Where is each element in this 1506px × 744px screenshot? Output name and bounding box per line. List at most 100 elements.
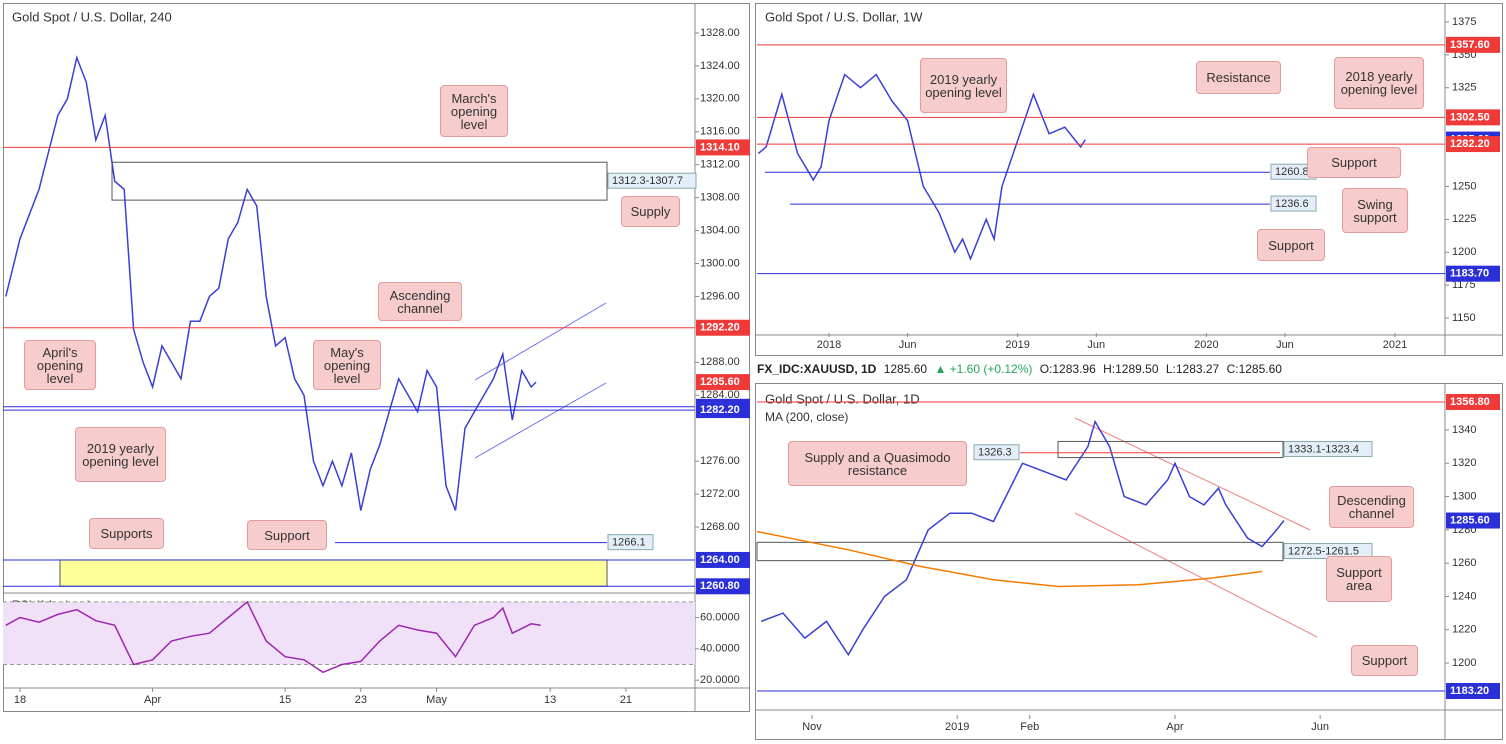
zone-label: 1272.5-1261.5 xyxy=(1288,545,1359,557)
price-line xyxy=(760,419,1285,657)
x-tick-label: Jun xyxy=(899,339,917,351)
y-tick-label: 20.0000 xyxy=(700,674,740,686)
price-tag-label: 1356.80 xyxy=(1450,396,1490,408)
price-tag-label: 1260.80 xyxy=(700,580,740,592)
price-tag xyxy=(696,374,750,391)
level-label: 1266.1 xyxy=(612,537,646,549)
price-tag-label: 1282.20 xyxy=(700,404,740,416)
price-tag-label: 1302.50 xyxy=(1450,111,1490,123)
y-tick-label: 1220 xyxy=(1452,624,1476,636)
callout: March's opening level xyxy=(440,85,508,137)
panel-border xyxy=(3,3,750,712)
x-tick-label: Feb xyxy=(1020,721,1039,733)
price-tag-label: 1357.60 xyxy=(1450,39,1490,51)
y-tick-label: 1325 xyxy=(1452,82,1476,94)
x-tick-label: 21 xyxy=(620,694,632,706)
x-tick-label: 15 xyxy=(279,694,291,706)
y-tick-label: 40.0000 xyxy=(700,643,740,655)
price-tag xyxy=(1446,393,1500,410)
x-tick-label: Apr xyxy=(1166,721,1183,733)
price-tag xyxy=(1446,109,1500,126)
x-tick-label: Apr xyxy=(144,694,161,706)
zone xyxy=(1057,440,1284,459)
price-tag xyxy=(1446,512,1500,529)
x-tick-label: Jun xyxy=(1087,339,1105,351)
callout: May's opening level xyxy=(313,340,381,390)
x-tick-label: Nov xyxy=(802,721,822,733)
channel-line xyxy=(1074,512,1318,638)
callout: 2018 yearly opening level xyxy=(1334,57,1424,109)
zone-label: 1333.1-1323.4 xyxy=(1288,443,1359,455)
callout: Support xyxy=(1257,229,1325,261)
high: H:1289.50 xyxy=(1103,362,1159,376)
chart-title: Gold Spot / U.S. Dollar, 240 xyxy=(12,9,172,24)
price-tag-label: 1292.20 xyxy=(700,322,740,334)
callout: Descending channel xyxy=(1329,486,1414,528)
callout: Resistance xyxy=(1196,61,1281,94)
callout: Support xyxy=(1307,147,1401,178)
callout: Support xyxy=(1351,645,1418,676)
level-label: 1236.6 xyxy=(1275,198,1309,210)
zone-label: 1312.3-1307.7 xyxy=(612,175,683,187)
zone-label-box xyxy=(1283,441,1373,458)
y-tick-label: 1308.00 xyxy=(700,192,740,204)
y-tick-label: 1300.00 xyxy=(700,257,740,269)
price-tag-label: 1285.60 xyxy=(1450,514,1490,526)
price-line xyxy=(5,600,541,674)
channel-line xyxy=(474,302,607,381)
y-tick-label: 1304.00 xyxy=(700,224,740,236)
channel-line xyxy=(474,382,607,459)
y-tick-label: 1272.00 xyxy=(700,488,740,500)
callout: Supply and a Quasimodo resistance xyxy=(788,441,967,486)
x-tick-label: 2020 xyxy=(1194,339,1218,351)
y-tick-label: 1268.00 xyxy=(700,521,740,533)
zone xyxy=(111,161,608,201)
price-tag-label: 1314.10 xyxy=(700,141,740,153)
x-tick-label: 13 xyxy=(544,694,556,706)
y-tick-label: 1328.00 xyxy=(700,27,740,39)
level-label-box xyxy=(607,534,654,551)
symbol: FX_IDC:XAUUSD, 1D xyxy=(757,362,877,376)
x-tick-label: 23 xyxy=(355,694,367,706)
x-tick-label: May xyxy=(426,694,447,706)
x-tick-label: 2018 xyxy=(817,339,841,351)
callout: 2019 yearly opening level xyxy=(920,58,1007,113)
price-tag xyxy=(696,319,750,336)
x-tick-label: Jun xyxy=(1311,721,1329,733)
y-tick-label: 1320.00 xyxy=(700,93,740,105)
chart-title: Gold Spot / U.S. Dollar, 1D xyxy=(765,391,920,406)
price-tag xyxy=(1446,683,1500,700)
level-label-box xyxy=(1270,195,1317,212)
symbol-header: FX_IDC:XAUUSD, 1D 1285.60 ▲ +1.60 (+0.12… xyxy=(757,362,1286,376)
y-tick-label: 1316.00 xyxy=(700,126,740,138)
price-tag-label: 1183.20 xyxy=(1450,685,1489,697)
y-tick-label: 1340 xyxy=(1452,424,1476,436)
y-tick-label: 1375 xyxy=(1452,16,1476,28)
y-tick-label: 1324.00 xyxy=(700,60,740,72)
price-tag xyxy=(1446,136,1500,153)
y-tick-label: 1225 xyxy=(1452,213,1476,225)
zone xyxy=(756,541,1284,562)
y-tick-label: 1200 xyxy=(1452,657,1476,669)
callout: April's opening level xyxy=(24,340,96,390)
y-tick-label: 60.0000 xyxy=(700,611,740,623)
zone xyxy=(59,559,608,587)
channel-line xyxy=(1074,417,1311,531)
price-tag-label: 1183.70 xyxy=(1450,268,1489,280)
price-line xyxy=(756,530,1263,588)
price-tag xyxy=(1446,265,1500,282)
y-tick-label: 1288.00 xyxy=(700,356,740,368)
y-tick-label: 1240 xyxy=(1452,590,1476,602)
callout: Ascending channel xyxy=(378,282,462,321)
change: ▲ +1.60 (+0.12%) xyxy=(934,362,1033,376)
rsi-band xyxy=(3,601,695,665)
x-tick-label: 18 xyxy=(14,694,26,706)
price-tag-label: 1285.60 xyxy=(700,376,740,388)
y-tick-label: 1312.00 xyxy=(700,159,740,171)
level-label: 1326.3 xyxy=(978,447,1012,459)
y-tick-label: 1260 xyxy=(1452,557,1476,569)
chart-title: Gold Spot / U.S. Dollar, 1W xyxy=(765,9,923,24)
callout: Swing support xyxy=(1342,188,1408,233)
